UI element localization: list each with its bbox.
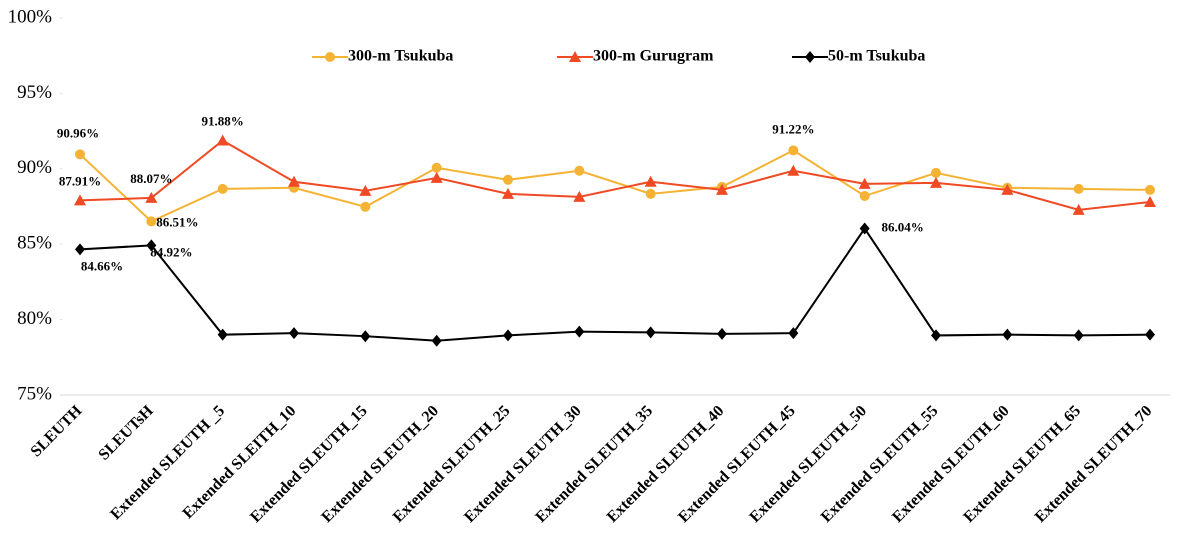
- x-tick-label: Extended SLEUTH_50: [746, 402, 870, 526]
- point: [360, 201, 371, 212]
- legend-label: 300-m Gurugram: [593, 48, 714, 65]
- point: [360, 330, 371, 343]
- value-label: 87.91%: [59, 173, 101, 188]
- point: [930, 176, 942, 188]
- y-tick-label: 95%: [17, 82, 52, 103]
- x-tick-label: Extended SLEUTH_20: [318, 402, 442, 526]
- value-label: 91.88%: [202, 113, 244, 128]
- point: [217, 328, 228, 341]
- point: [145, 191, 158, 203]
- point: [858, 177, 871, 189]
- series-line: [79, 226, 1151, 342]
- y-tick-label: 85%: [17, 233, 52, 254]
- x-tick-label: Extended SLEUTH_25: [390, 402, 514, 526]
- point: [503, 329, 513, 342]
- point: [217, 183, 228, 194]
- x-tick-label: Extended SLEUTH_65: [960, 402, 1084, 526]
- point: [74, 194, 86, 206]
- legend-label: 300-m Tsukuba: [348, 48, 453, 65]
- value-label: 86.04%: [882, 220, 924, 235]
- point: [1001, 183, 1014, 195]
- value-label: 84.66%: [81, 258, 123, 273]
- point: [645, 326, 656, 339]
- point: [431, 334, 442, 347]
- point: [430, 171, 443, 183]
- point: [788, 145, 799, 156]
- value-label: 86.51%: [156, 214, 198, 229]
- value-label: 90.96%: [57, 125, 99, 140]
- value-label: 88.07%: [130, 171, 172, 186]
- x-tick-label: Extended SLEUTH_45: [675, 402, 799, 526]
- x-tick-label: Extended SLEUTH_30: [461, 402, 585, 526]
- point: [716, 183, 728, 195]
- point: [859, 222, 870, 235]
- point: [787, 164, 800, 176]
- point: [289, 327, 299, 340]
- point: [1002, 328, 1013, 341]
- point: [645, 188, 656, 199]
- point: [359, 184, 372, 196]
- value-label: 91.22%: [772, 121, 814, 136]
- point: [1072, 203, 1085, 215]
- point: [931, 329, 941, 342]
- point: [717, 327, 727, 340]
- x-tick-label: Extended SLEUTH_35: [532, 402, 656, 526]
- x-tick-label: SLEUTsH: [95, 402, 157, 464]
- point: [288, 175, 300, 187]
- point: [574, 165, 585, 176]
- point: [788, 327, 799, 340]
- point: [431, 162, 442, 173]
- y-tick-label: 80%: [17, 308, 52, 329]
- point: [1073, 329, 1084, 342]
- y-tick-label: 100%: [8, 6, 53, 27]
- point: [75, 243, 85, 256]
- series-line: [79, 149, 1151, 223]
- point: [931, 167, 941, 178]
- value-label: 84.92%: [150, 244, 192, 259]
- y-tick-label: 75%: [17, 383, 52, 404]
- y-tick-label: 90%: [17, 157, 52, 178]
- x-tick-label: Extended SLEUTH_60: [889, 402, 1013, 526]
- point: [503, 174, 513, 185]
- series-line: [79, 139, 1151, 211]
- point: [569, 51, 581, 62]
- x-tick-label: Extended SLEUTH_70: [1032, 402, 1156, 526]
- point: [146, 216, 157, 227]
- point: [1144, 195, 1156, 207]
- point: [216, 134, 229, 146]
- x-tick-label: Extended SLEUTH_40: [604, 402, 728, 526]
- point: [573, 190, 586, 202]
- x-tick-label: Extended SLEUTH_55: [818, 402, 942, 526]
- point: [574, 325, 585, 338]
- point: [1073, 183, 1084, 194]
- legend-label: 50-m Tsukuba: [828, 48, 925, 65]
- x-tick-label: SLEUTH: [27, 402, 85, 460]
- point: [1145, 184, 1155, 195]
- point: [502, 187, 514, 199]
- point: [75, 149, 85, 160]
- point: [644, 175, 657, 187]
- point: [325, 52, 335, 62]
- point: [859, 190, 870, 201]
- point: [1145, 328, 1155, 341]
- x-tick-label: Extended SLEUTH_15: [247, 402, 371, 526]
- point: [146, 239, 157, 252]
- point: [805, 51, 815, 63]
